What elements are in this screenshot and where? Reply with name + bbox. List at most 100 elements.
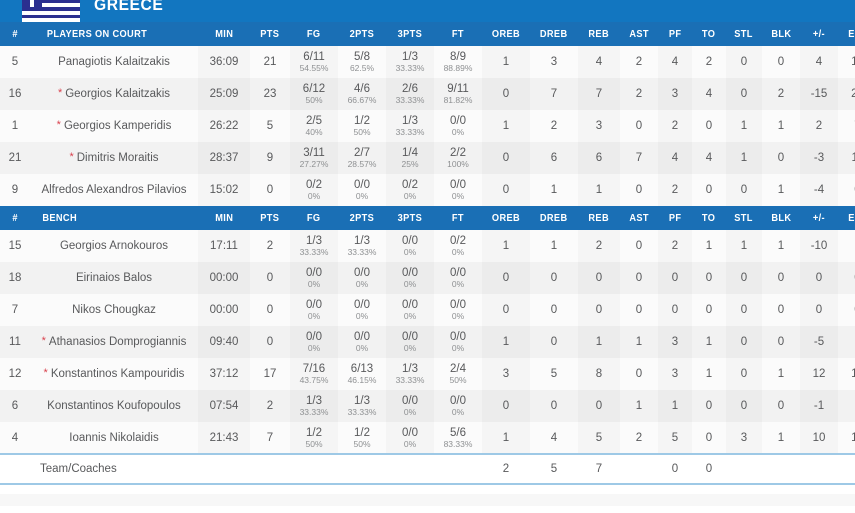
col-header-bench[interactable]: BENCH xyxy=(42,212,77,224)
player-to: 1 xyxy=(692,358,726,390)
team-banner: GREECE xyxy=(0,0,855,22)
player-pts: 0 xyxy=(250,294,290,326)
table-row[interactable]: 6 Konstantinos Koufopoulos 07:54 2 1/3 33… xyxy=(0,390,855,422)
col-header-players-on-court[interactable]: PLAYERS ON COURT xyxy=(46,28,148,40)
player-min: 07:54 xyxy=(198,390,250,422)
team-coaches-plusminus xyxy=(800,453,838,484)
team-coaches-2pts xyxy=(338,453,386,484)
col-header-pf[interactable]: PF xyxy=(668,28,682,40)
col-header-to[interactable]: TO xyxy=(702,28,716,40)
col-header-3pts-bench[interactable]: 3PTS xyxy=(397,212,423,224)
table-row[interactable]: 18 Eirinaios Balos 00:00 0 0/0 0% 0/0 0% 0… xyxy=(0,262,855,294)
player-eff: 1 xyxy=(838,390,855,422)
player-name[interactable]: Konstantinos Koufopoulos xyxy=(30,390,198,422)
player-name[interactable]: Ioannis Nikolaidis xyxy=(30,422,198,454)
col-header-ast-bench[interactable]: AST xyxy=(629,212,649,224)
player-name[interactable]: * Athanasios Domprogiannis xyxy=(30,326,198,358)
col-header-2pts[interactable]: 2PTS xyxy=(349,28,375,40)
table-row[interactable]: 9 Alfredos Alexandros Pilavios 15:02 0 0… xyxy=(0,174,855,206)
table-row[interactable]: 16 * Georgios Kalaitzakis 25:09 23 6/12 50… xyxy=(0,78,855,110)
player-fg: 1/3 33.33% xyxy=(290,230,338,262)
player-name[interactable]: * Georgios Kalaitzakis xyxy=(30,78,198,110)
player-name-text: Georgios Kalaitzakis xyxy=(65,88,171,100)
col-header-reb-bench[interactable]: REB xyxy=(588,212,610,224)
table-row[interactable]: 5 Panagiotis Kalaitzakis 36:09 21 6/11 54… xyxy=(0,46,855,78)
col-header-pts-bench[interactable]: PTS xyxy=(260,212,280,224)
player-dreb: 0 xyxy=(530,262,578,294)
player-name[interactable]: Georgios Arnokouros xyxy=(30,230,198,262)
player-to: 4 xyxy=(692,78,726,110)
player-pts: 9 xyxy=(250,142,290,174)
player-fg: 0/0 0% xyxy=(290,326,338,358)
col-header-dreb-bench[interactable]: DREB xyxy=(540,212,568,224)
col-header-stl-bench[interactable]: STL xyxy=(734,212,754,224)
player-fg: 0/0 0% xyxy=(290,262,338,294)
player-ft: 0/0 0% xyxy=(434,294,482,326)
totals-row-partial xyxy=(0,494,855,506)
player-name[interactable]: Nikos Chougkaz xyxy=(30,294,198,326)
player-2pts: 4/6 66.67% xyxy=(338,78,386,110)
col-header-blk[interactable]: BLK xyxy=(770,28,792,40)
table-row[interactable]: 11 * Athanasios Domprogiannis 09:40 0 0/0… xyxy=(0,326,855,358)
col-header-3pts[interactable]: 3PTS xyxy=(397,28,423,40)
col-header-ft[interactable]: FT xyxy=(451,28,464,40)
col-header-pts[interactable]: PTS xyxy=(260,28,280,40)
col-header-oreb[interactable]: OREB xyxy=(491,28,521,40)
col-header-blk-bench[interactable]: BLK xyxy=(770,212,792,224)
col-header-plusminus-bench[interactable]: +/- xyxy=(812,212,826,224)
col-header-number-bench[interactable]: # xyxy=(12,212,18,224)
team-coaches-blk xyxy=(762,453,800,484)
table-row[interactable]: 1 * Georgios Kamperidis 26:22 5 2/5 40% 1/… xyxy=(0,110,855,142)
player-fg: 1/3 33.33% xyxy=(290,390,338,422)
player-blk: 0 xyxy=(762,142,800,174)
player-name[interactable]: Panagiotis Kalaitzakis xyxy=(30,46,198,78)
col-header-reb[interactable]: REB xyxy=(588,28,610,40)
col-header-pf-bench[interactable]: PF xyxy=(668,212,682,224)
player-min: 25:09 xyxy=(198,78,250,110)
player-name[interactable]: * Konstantinos Kampouridis xyxy=(30,358,198,390)
player-stl: 1 xyxy=(726,230,762,262)
table-row[interactable]: 4 Ioannis Nikolaidis 21:43 7 1/2 50% 1/2 5… xyxy=(0,422,855,454)
col-header-number[interactable]: # xyxy=(12,28,18,40)
player-eff: 0 xyxy=(838,294,855,326)
col-header-min-bench[interactable]: MIN xyxy=(214,212,233,224)
player-oreb: 0 xyxy=(482,142,530,174)
player-oreb: 0 xyxy=(482,262,530,294)
col-header-oreb-bench[interactable]: OREB xyxy=(491,212,521,224)
player-pts: 0 xyxy=(250,174,290,206)
col-header-ft-bench[interactable]: FT xyxy=(451,212,464,224)
player-blk: 2 xyxy=(762,78,800,110)
player-number: 4 xyxy=(0,422,30,454)
col-header-eff[interactable]: EFF xyxy=(848,28,855,40)
greece-flag-icon xyxy=(22,0,80,22)
col-header-eff-bench[interactable]: EFF xyxy=(848,212,855,224)
table-row[interactable]: 21 * Dimitris Moraitis 28:37 9 3/11 27.27%… xyxy=(0,142,855,174)
col-header-2pts-bench[interactable]: 2PTS xyxy=(349,212,375,224)
table-row[interactable]: 7 Nikos Chougkaz 00:00 0 0/0 0% 0/0 0% 0/0… xyxy=(0,294,855,326)
player-ast: 0 xyxy=(620,294,658,326)
col-header-ast[interactable]: AST xyxy=(629,28,649,40)
col-header-dreb[interactable]: DREB xyxy=(540,28,568,40)
team-coaches-fg xyxy=(290,453,338,484)
player-min: 36:09 xyxy=(198,46,250,78)
col-header-stl[interactable]: STL xyxy=(734,28,754,40)
col-header-fg[interactable]: FG xyxy=(307,28,321,40)
player-name[interactable]: Alfredos Alexandros Pilavios xyxy=(30,174,198,206)
player-3pts: 1/3 33.33% xyxy=(386,358,434,390)
player-eff: 14 xyxy=(838,358,855,390)
team-coaches-pts xyxy=(250,453,290,484)
player-ft: 0/0 0% xyxy=(434,174,482,206)
col-header-fg-bench[interactable]: FG xyxy=(307,212,321,224)
starter-asterisk-icon: * xyxy=(69,151,74,163)
col-header-to-bench[interactable]: TO xyxy=(702,212,716,224)
team-coaches-min xyxy=(198,453,250,484)
col-header-plusminus[interactable]: +/- xyxy=(812,28,826,40)
player-name[interactable]: Eirinaios Balos xyxy=(30,262,198,294)
player-name[interactable]: * Dimitris Moraitis xyxy=(30,142,198,174)
table-row[interactable]: 15 Georgios Arnokouros 17:11 2 1/3 33.33%… xyxy=(0,230,855,262)
player-stl: 1 xyxy=(726,110,762,142)
player-name[interactable]: * Georgios Kamperidis xyxy=(30,110,198,142)
col-header-min[interactable]: MIN xyxy=(214,28,233,40)
table-row[interactable]: 12 * Konstantinos Kampouridis 37:12 17 7/… xyxy=(0,358,855,390)
player-to: 2 xyxy=(692,46,726,78)
